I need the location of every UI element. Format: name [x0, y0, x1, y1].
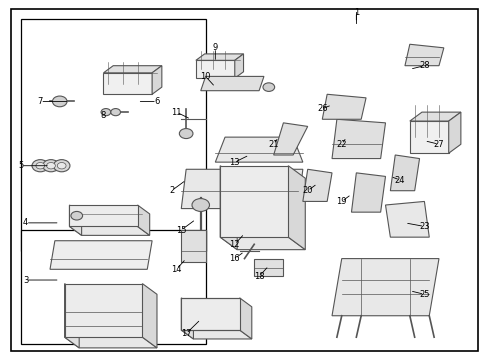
Circle shape — [42, 159, 59, 172]
Text: 8: 8 — [101, 111, 106, 120]
Text: 22: 22 — [336, 140, 346, 149]
Text: 13: 13 — [229, 158, 240, 167]
Text: 5: 5 — [18, 161, 23, 170]
Circle shape — [263, 83, 274, 91]
Polygon shape — [152, 66, 162, 94]
Text: 26: 26 — [316, 104, 327, 113]
Text: 23: 23 — [418, 222, 429, 231]
Circle shape — [53, 159, 70, 172]
Circle shape — [179, 129, 193, 139]
Polygon shape — [220, 237, 305, 249]
Text: 19: 19 — [336, 197, 346, 206]
Circle shape — [46, 162, 55, 169]
Text: 28: 28 — [418, 61, 429, 70]
Polygon shape — [322, 94, 366, 119]
Polygon shape — [201, 76, 264, 91]
Polygon shape — [137, 205, 149, 235]
Polygon shape — [385, 202, 428, 237]
Text: 15: 15 — [176, 225, 186, 234]
Polygon shape — [142, 284, 157, 348]
Polygon shape — [196, 60, 234, 78]
Text: 10: 10 — [200, 72, 210, 81]
Circle shape — [52, 96, 67, 107]
Text: 14: 14 — [171, 265, 182, 274]
Text: 27: 27 — [433, 140, 444, 149]
Polygon shape — [69, 226, 149, 235]
Circle shape — [192, 199, 209, 211]
Polygon shape — [287, 166, 305, 249]
Polygon shape — [331, 258, 438, 316]
Polygon shape — [331, 119, 385, 158]
Text: 21: 21 — [268, 140, 278, 149]
Polygon shape — [181, 330, 251, 339]
Text: 1: 1 — [353, 8, 358, 17]
Circle shape — [71, 211, 82, 220]
Polygon shape — [181, 298, 193, 339]
Polygon shape — [302, 169, 331, 202]
Polygon shape — [409, 112, 460, 121]
Polygon shape — [69, 205, 81, 235]
Text: 6: 6 — [154, 97, 160, 106]
Text: 4: 4 — [23, 219, 28, 228]
Text: 9: 9 — [212, 43, 218, 52]
Bar — [181, 230, 205, 262]
Circle shape — [32, 159, 48, 172]
Text: 2: 2 — [168, 186, 174, 195]
Polygon shape — [273, 123, 307, 155]
Polygon shape — [69, 205, 137, 226]
Polygon shape — [196, 54, 243, 60]
Text: 17: 17 — [181, 329, 191, 338]
Polygon shape — [409, 121, 448, 153]
Text: 16: 16 — [229, 254, 240, 263]
Polygon shape — [181, 298, 239, 330]
Bar — [21, 19, 205, 251]
Text: 24: 24 — [394, 176, 405, 185]
Polygon shape — [239, 298, 251, 339]
Polygon shape — [50, 241, 152, 269]
Polygon shape — [181, 169, 302, 208]
Polygon shape — [64, 284, 142, 337]
Bar — [254, 258, 283, 276]
Text: 7: 7 — [38, 97, 43, 106]
Polygon shape — [103, 66, 162, 73]
Text: 12: 12 — [229, 240, 240, 249]
Circle shape — [111, 109, 120, 116]
Circle shape — [57, 162, 66, 169]
Text: 20: 20 — [302, 186, 312, 195]
Polygon shape — [389, 155, 419, 191]
Text: 18: 18 — [253, 272, 264, 281]
Circle shape — [101, 109, 111, 116]
Polygon shape — [448, 112, 460, 153]
Polygon shape — [64, 284, 79, 348]
Polygon shape — [234, 54, 243, 78]
Polygon shape — [215, 137, 302, 162]
Polygon shape — [64, 337, 157, 348]
Polygon shape — [220, 166, 237, 249]
Text: 11: 11 — [171, 108, 182, 117]
Polygon shape — [103, 73, 152, 94]
Bar — [21, 230, 205, 344]
Text: 25: 25 — [418, 290, 429, 299]
Circle shape — [36, 162, 44, 169]
Polygon shape — [351, 173, 385, 212]
Polygon shape — [404, 44, 443, 66]
Polygon shape — [220, 166, 287, 237]
Text: 3: 3 — [23, 275, 28, 284]
